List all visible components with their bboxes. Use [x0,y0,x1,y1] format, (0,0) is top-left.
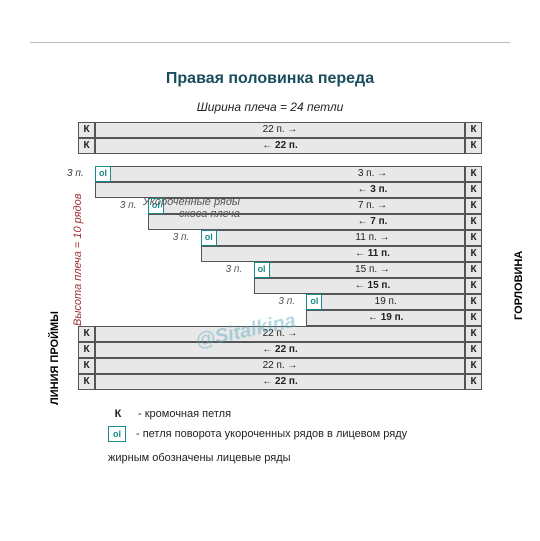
right-side-label: ГОРЛОВИНА [513,251,525,320]
row-label: 22 п. → [95,326,465,342]
note-line2: скоса плеча [120,208,240,220]
k-cell-right: К [465,358,482,374]
row-label: ← 22 п. [95,138,465,154]
diagram-row: К К22 п. → [78,358,482,374]
step-label: 3 п. [173,232,190,243]
diagram-row: К3 п. →3 п. [78,166,482,182]
k-cell-right: К [465,246,482,262]
legend-item-k: К - кромочная петля [108,408,407,420]
step-label: 3 п. [226,264,243,275]
k-cell-right: К [465,230,482,246]
step-label: 3 п. [67,168,84,179]
k-cell-right: К [465,294,482,310]
left-side-label: ЛИНИЯ ПРОЙМЫ [49,311,61,405]
k-cell-right: К [465,326,482,342]
row-label: 22 п. → [95,122,465,138]
ol-marker: ol [254,262,270,278]
knitting-diagram: КК22 п. →КК← 22 п.К3 п. →3 п.К← 3 п.ol3 … [78,122,482,390]
k-cell-right: К [465,278,482,294]
legend: К - кромочная петля ol - петля поворота … [108,402,407,470]
ol-marker: ol [95,166,111,182]
k-cell-right: К [465,166,482,182]
ol-marker: ol [201,230,217,246]
row-label: 22 п. → [95,358,465,374]
legend-ol-symbol: ol [108,426,126,442]
row-label: ← 19 п. [306,310,465,326]
k-cell-left: К [78,326,95,342]
k-cell-right: К [465,374,482,390]
divider [30,42,510,43]
row-label: ← 15 п. [254,278,465,294]
row-label: ← 22 п. [95,342,465,358]
row-label: 3 п. → [95,166,465,182]
legend-bold-text: жирным обозначены лицевые ряды [108,452,291,464]
legend-item-bold: жирным обозначены лицевые ряды [108,452,407,464]
note-line1: Укороченные ряды [120,196,240,208]
row-label: 11 п. → [201,230,465,246]
k-cell-left: К [78,358,95,374]
k-cell-left: К [78,138,95,154]
legend-k-symbol: К [108,408,128,420]
row-label: 19 п. [306,294,465,310]
step-label: 3 п. [278,296,295,307]
diagram-row: К К← 22 п. [78,342,482,358]
diagram-row: К15 п. → [78,262,482,278]
k-cell-right: К [465,262,482,278]
row-label: 15 п. → [254,262,465,278]
legend-k-text: - кромочная петля [138,408,231,420]
k-cell-right: К [465,198,482,214]
legend-ol-text: - петля поворота укороченных рядов в лиц… [136,428,407,440]
page-title: Правая половинка переда [0,70,540,88]
k-cell-right: К [465,122,482,138]
k-cell-right: К [465,182,482,198]
k-cell-left: К [78,342,95,358]
diagram-row: К← 11 п.ol3 п. [78,246,482,262]
diagram-row: К К← 22 п. [78,138,482,154]
diagram-row: К← 15 п.ol3 п. [78,278,482,294]
legend-item-ol: ol - петля поворота укороченных рядов в … [108,426,407,442]
row-label: ← 22 п. [95,374,465,390]
diagram-row: К11 п. → [78,230,482,246]
diagram-row: К К22 п. → [78,326,482,342]
k-cell-right: К [465,342,482,358]
k-cell-right: К [465,310,482,326]
diagram-row: К К22 п. → [78,122,482,138]
height-label: Высота плеча = 10 рядов [72,194,84,326]
k-cell-left: К [78,374,95,390]
k-cell-right: К [465,214,482,230]
diagram-row: К К← 22 п. [78,374,482,390]
k-cell-right: К [465,138,482,154]
k-cell-left: К [78,122,95,138]
subtitle: Ширина плеча = 24 петли [0,100,540,114]
ol-marker: ol [306,294,322,310]
row-label: ← 11 п. [201,246,465,262]
note: Укороченные ряды скоса плеча [120,196,240,220]
diagram-row: К← 19 п.ol3 п. [78,310,482,326]
